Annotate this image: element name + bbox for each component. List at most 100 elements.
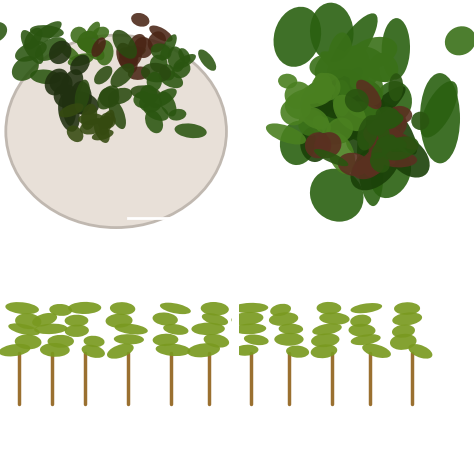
Ellipse shape (386, 106, 417, 155)
Ellipse shape (49, 304, 72, 316)
Ellipse shape (163, 324, 189, 335)
Ellipse shape (198, 49, 216, 71)
Ellipse shape (150, 55, 167, 73)
Ellipse shape (319, 312, 350, 325)
Ellipse shape (390, 334, 417, 350)
Ellipse shape (350, 303, 382, 313)
Ellipse shape (139, 93, 162, 112)
Ellipse shape (79, 38, 100, 53)
Ellipse shape (74, 80, 90, 112)
Ellipse shape (30, 25, 64, 38)
Ellipse shape (314, 149, 348, 166)
Ellipse shape (333, 95, 366, 131)
Ellipse shape (202, 313, 228, 326)
Ellipse shape (68, 53, 94, 66)
Ellipse shape (408, 344, 432, 359)
Ellipse shape (285, 94, 311, 119)
Ellipse shape (375, 81, 412, 123)
Ellipse shape (94, 66, 112, 84)
Ellipse shape (191, 323, 225, 335)
Ellipse shape (83, 336, 105, 347)
Ellipse shape (106, 314, 133, 328)
Ellipse shape (269, 312, 298, 326)
Ellipse shape (364, 150, 379, 177)
Ellipse shape (115, 324, 148, 335)
Ellipse shape (382, 18, 410, 80)
Ellipse shape (280, 121, 316, 165)
Ellipse shape (82, 39, 104, 60)
Ellipse shape (160, 34, 177, 61)
Ellipse shape (145, 110, 163, 133)
Ellipse shape (326, 118, 353, 143)
Ellipse shape (348, 54, 383, 105)
Ellipse shape (0, 22, 7, 43)
Ellipse shape (158, 70, 183, 88)
Ellipse shape (386, 135, 430, 178)
Ellipse shape (110, 64, 135, 87)
Ellipse shape (100, 110, 115, 136)
Ellipse shape (70, 81, 92, 114)
Ellipse shape (337, 99, 353, 140)
Ellipse shape (59, 44, 80, 61)
Ellipse shape (159, 91, 176, 117)
Ellipse shape (341, 67, 363, 91)
Ellipse shape (372, 112, 391, 123)
Ellipse shape (301, 92, 332, 121)
Ellipse shape (324, 70, 361, 121)
Ellipse shape (149, 26, 173, 42)
Ellipse shape (392, 312, 422, 326)
Ellipse shape (119, 46, 142, 69)
Ellipse shape (394, 302, 420, 315)
Ellipse shape (6, 35, 227, 228)
Ellipse shape (333, 80, 351, 116)
Ellipse shape (35, 37, 67, 61)
Ellipse shape (320, 85, 378, 137)
Ellipse shape (99, 87, 119, 108)
Ellipse shape (92, 129, 114, 140)
Ellipse shape (91, 37, 106, 57)
Ellipse shape (411, 112, 429, 130)
Ellipse shape (338, 98, 402, 144)
Ellipse shape (148, 31, 166, 53)
Ellipse shape (315, 49, 347, 82)
Ellipse shape (346, 131, 371, 155)
Ellipse shape (371, 150, 411, 198)
Ellipse shape (128, 66, 150, 80)
Ellipse shape (348, 324, 375, 337)
Ellipse shape (54, 84, 78, 108)
Ellipse shape (345, 89, 369, 112)
Ellipse shape (310, 169, 364, 222)
Ellipse shape (382, 137, 419, 160)
Ellipse shape (93, 118, 109, 143)
Ellipse shape (279, 324, 303, 334)
Ellipse shape (328, 32, 352, 79)
Ellipse shape (387, 113, 407, 137)
Ellipse shape (351, 334, 381, 345)
Ellipse shape (369, 129, 383, 159)
Ellipse shape (65, 325, 89, 337)
Ellipse shape (34, 324, 67, 334)
Ellipse shape (312, 323, 342, 335)
Ellipse shape (140, 85, 158, 104)
Ellipse shape (64, 91, 99, 115)
Ellipse shape (363, 123, 403, 150)
Ellipse shape (420, 81, 458, 137)
Ellipse shape (377, 108, 401, 129)
Ellipse shape (114, 334, 144, 345)
Ellipse shape (360, 153, 384, 175)
Ellipse shape (0, 344, 30, 356)
Ellipse shape (172, 62, 191, 78)
Ellipse shape (357, 115, 379, 150)
Ellipse shape (320, 51, 362, 79)
Ellipse shape (281, 99, 307, 126)
Ellipse shape (153, 312, 178, 326)
Ellipse shape (376, 137, 407, 151)
Ellipse shape (371, 135, 395, 159)
Ellipse shape (15, 41, 47, 62)
Ellipse shape (146, 72, 162, 91)
Ellipse shape (92, 27, 109, 40)
Ellipse shape (30, 21, 62, 46)
Ellipse shape (12, 56, 39, 81)
Ellipse shape (40, 343, 70, 357)
Ellipse shape (133, 91, 152, 108)
